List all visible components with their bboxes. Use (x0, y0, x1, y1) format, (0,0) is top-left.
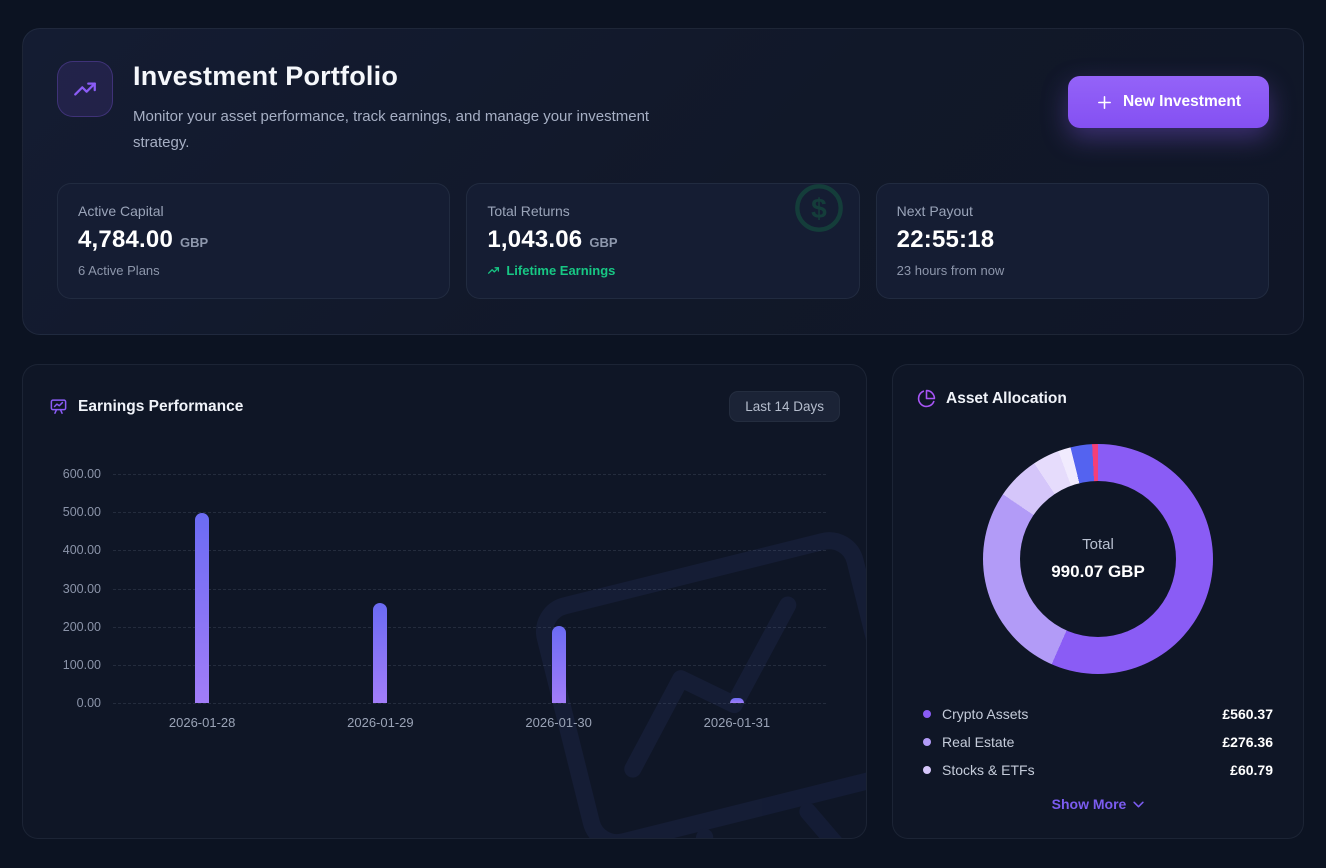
bar-column (291, 474, 469, 703)
bar-column (113, 474, 291, 703)
gridline (113, 512, 826, 514)
page-subtitle: Monitor your asset performance, track ea… (133, 108, 650, 152)
y-tick-label: 300.00 (62, 581, 101, 596)
new-investment-label: New Investment (1122, 93, 1241, 110)
svg-text:$: $ (811, 192, 827, 223)
allocation-legend: Crypto Assets £560.37 Real Estate £276.36 St… (917, 700, 1279, 784)
legend-amount: £276.36 (1222, 734, 1273, 750)
date-range-badge[interactable]: Last 14 Days (729, 391, 840, 422)
legend-dot (923, 738, 931, 746)
y-tick-label: 600.00 (62, 467, 101, 481)
chevron-down-icon (1133, 801, 1144, 808)
new-investment-button[interactable]: New Investment (1067, 76, 1269, 128)
chart-board-watermark-icon (536, 523, 866, 838)
earnings-bar-chart: 600.00 500.00 400.00 300.00 200.00 100.00 0.00 (49, 467, 840, 710)
donut-total-label: Total (1082, 536, 1114, 553)
plus-icon (1096, 94, 1113, 111)
bar-column (648, 474, 826, 703)
earnings-panel-title: Earnings Performance (78, 397, 244, 415)
gridline (113, 550, 826, 552)
plot-area (113, 474, 826, 704)
portfolio-header-card: Investment Portfolio Monitor your asset … (22, 28, 1304, 335)
stat-card-next-payout: Next Payout 22:55:18 23 hours from now (875, 182, 1269, 299)
legend-amount: £560.37 (1222, 706, 1273, 722)
x-tick-label: 2026-01-28 (168, 715, 236, 730)
y-tick-label: 100.00 (62, 657, 101, 672)
y-tick-label: 400.00 (62, 543, 101, 558)
stat-unit: GBP (180, 234, 209, 250)
bar-column (470, 474, 648, 703)
stat-label: Active Capital (78, 202, 164, 219)
gridline (113, 588, 826, 590)
asset-allocation-panel: Asset Allocation Total 990.07 GBP Crypto… (892, 364, 1304, 839)
stat-value: 22:55:18 (896, 225, 995, 253)
x-tick-label: 2026-01-30 (525, 715, 592, 730)
bar-2026-01-31 (729, 698, 744, 703)
legend-amount: £60.79 (1230, 762, 1273, 778)
y-tick-label: 0.00 (76, 696, 101, 710)
stat-label: Total Returns (487, 202, 570, 219)
allocation-donut-chart: Total 990.07 GBP (983, 444, 1213, 674)
legend-item: Crypto Assets £560.37 (923, 700, 1273, 728)
bar-2026-01-30 (551, 626, 566, 703)
stat-note-positive: Lifetime Earnings (487, 263, 838, 278)
legend-item: Stocks & ETFs £60.79 (923, 756, 1273, 784)
donut-center: Total 990.07 GBP (1020, 481, 1176, 637)
bar-plot (113, 474, 826, 703)
legend-item: Real Estate £276.36 (923, 728, 1273, 756)
legend-label: Real Estate (942, 734, 1015, 750)
stat-label: Next Payout (896, 202, 973, 219)
gridline (113, 664, 826, 666)
stat-card-active-capital: Active Capital 4,784.00 GBP 6 Active Pla… (57, 182, 451, 299)
show-more-label: Show More (1051, 796, 1127, 812)
legend-label: Crypto Assets (942, 706, 1029, 722)
legend-label: Stocks & ETFs (942, 762, 1035, 778)
gridline (113, 626, 826, 628)
y-axis-labels: 600.00 500.00 400.00 300.00 200.00 100.00 0.00 (49, 467, 101, 710)
stat-card-total-returns: $ Total Returns 1,043.06 GBP Lifetime Ea… (466, 182, 860, 299)
stat-unit: GBP (589, 234, 618, 250)
stat-note: 6 Active Plans (78, 262, 160, 278)
y-tick-label: 500.00 (62, 505, 101, 520)
stat-note: 23 hours from now (896, 262, 1005, 278)
bar-2026-01-29 (373, 603, 388, 703)
gridline (113, 703, 826, 704)
x-tick-label: 2026-01-29 (347, 715, 414, 730)
page-title: Investment Portfolio (133, 61, 399, 91)
stat-value: 4,784.00 (78, 225, 174, 253)
bar-2026-01-28 (195, 512, 210, 703)
y-tick-label: 200.00 (62, 619, 101, 634)
x-axis-labels: 2026-01-28 2026-01-29 2026-01-30 2026-01-31 (113, 715, 826, 730)
earnings-performance-panel: Earnings Performance Last 14 Days 600.00… (22, 364, 867, 839)
arrow-up-right-icon (487, 264, 500, 277)
trending-up-icon (57, 61, 113, 117)
legend-dot (923, 710, 931, 718)
dollar-watermark-icon: $ (793, 183, 845, 239)
gridline (113, 474, 826, 475)
donut-total-value: 990.07 GBP (1051, 562, 1145, 581)
allocation-panel-title: Asset Allocation (946, 389, 1067, 407)
x-tick-label: 2026-01-31 (703, 715, 771, 730)
legend-dot (923, 766, 931, 774)
show-more-button[interactable]: Show More (1052, 796, 1145, 812)
presentation-chart-icon (49, 397, 68, 416)
stat-value: 1,043.06 (487, 225, 583, 253)
pie-chart-icon (917, 389, 936, 408)
